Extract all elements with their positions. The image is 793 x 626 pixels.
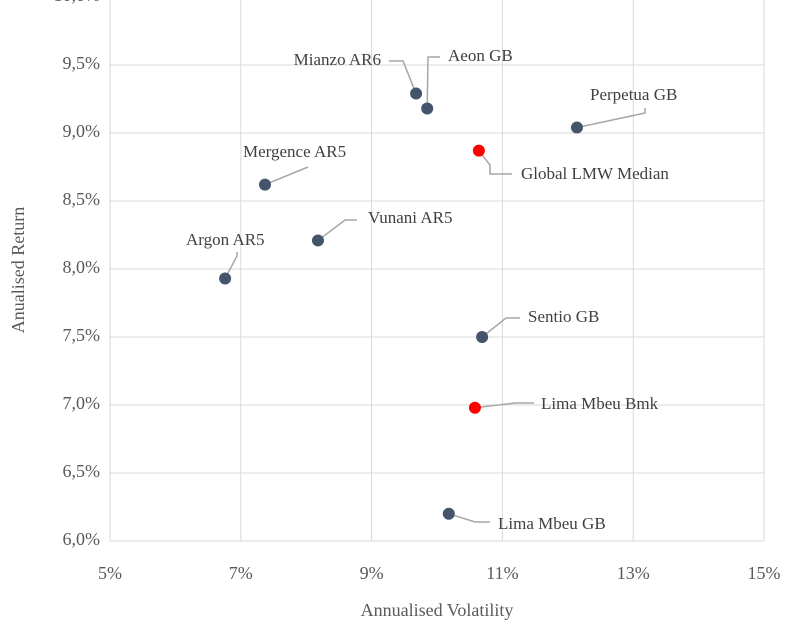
leader-line: [474, 402, 534, 409]
point-label: Lima Mbeu Bmk: [541, 394, 659, 413]
leader-line: [478, 150, 512, 175]
leader-line: [264, 166, 309, 186]
point: [219, 272, 232, 285]
leader-line: [389, 60, 417, 94]
point-label: Perpetua GB: [590, 85, 677, 104]
leader-line: [576, 108, 646, 129]
x-tick-label: 9%: [360, 563, 384, 583]
leader-line: [317, 219, 357, 242]
x-tick-label: 5%: [98, 563, 122, 583]
point-label: Mianzo AR6: [294, 50, 381, 69]
point: [421, 102, 434, 115]
y-tick-label: 6,0%: [63, 529, 101, 549]
leader-line: [448, 513, 490, 523]
y-tick-label: 6,5%: [63, 461, 101, 481]
point: [410, 87, 423, 100]
point: [476, 331, 489, 343]
point: [468, 401, 481, 414]
point-label: Aeon GB: [448, 46, 513, 65]
point: [472, 144, 485, 157]
point-label: Argon AR5: [186, 230, 265, 249]
y-tick-label: 8,5%: [63, 189, 101, 209]
y-tick-label: 7,5%: [63, 325, 101, 345]
x-tick-label: 13%: [617, 563, 650, 583]
x-tick-label: 15%: [748, 563, 781, 583]
y-tick-label: 7,0%: [63, 393, 101, 413]
point-label: Mergence AR5: [243, 142, 346, 161]
point: [258, 178, 271, 191]
y-tick-label: 9,0%: [63, 121, 101, 141]
point: [570, 121, 583, 134]
y-tick-label: 10,0%: [54, 0, 101, 5]
point-label: Lima Mbeu GB: [498, 514, 606, 533]
leader-line: [426, 56, 440, 109]
y-tick-label: 8,0%: [63, 257, 101, 277]
y-tick-label: 9,5%: [63, 53, 101, 73]
point: [311, 234, 324, 247]
point-label: Sentio GB: [528, 307, 599, 326]
x-tick-label: 11%: [486, 563, 518, 583]
y-axis-label: Anualised Return: [8, 207, 28, 333]
point-label: Global LMW Median: [521, 164, 669, 183]
x-axis-label: Annualised Volatility: [361, 600, 514, 620]
leader-line: [224, 252, 238, 279]
point: [442, 507, 455, 520]
point-label: Vunani AR5: [368, 208, 452, 227]
leader-line: [481, 317, 520, 338]
x-tick-label: 7%: [229, 563, 253, 583]
